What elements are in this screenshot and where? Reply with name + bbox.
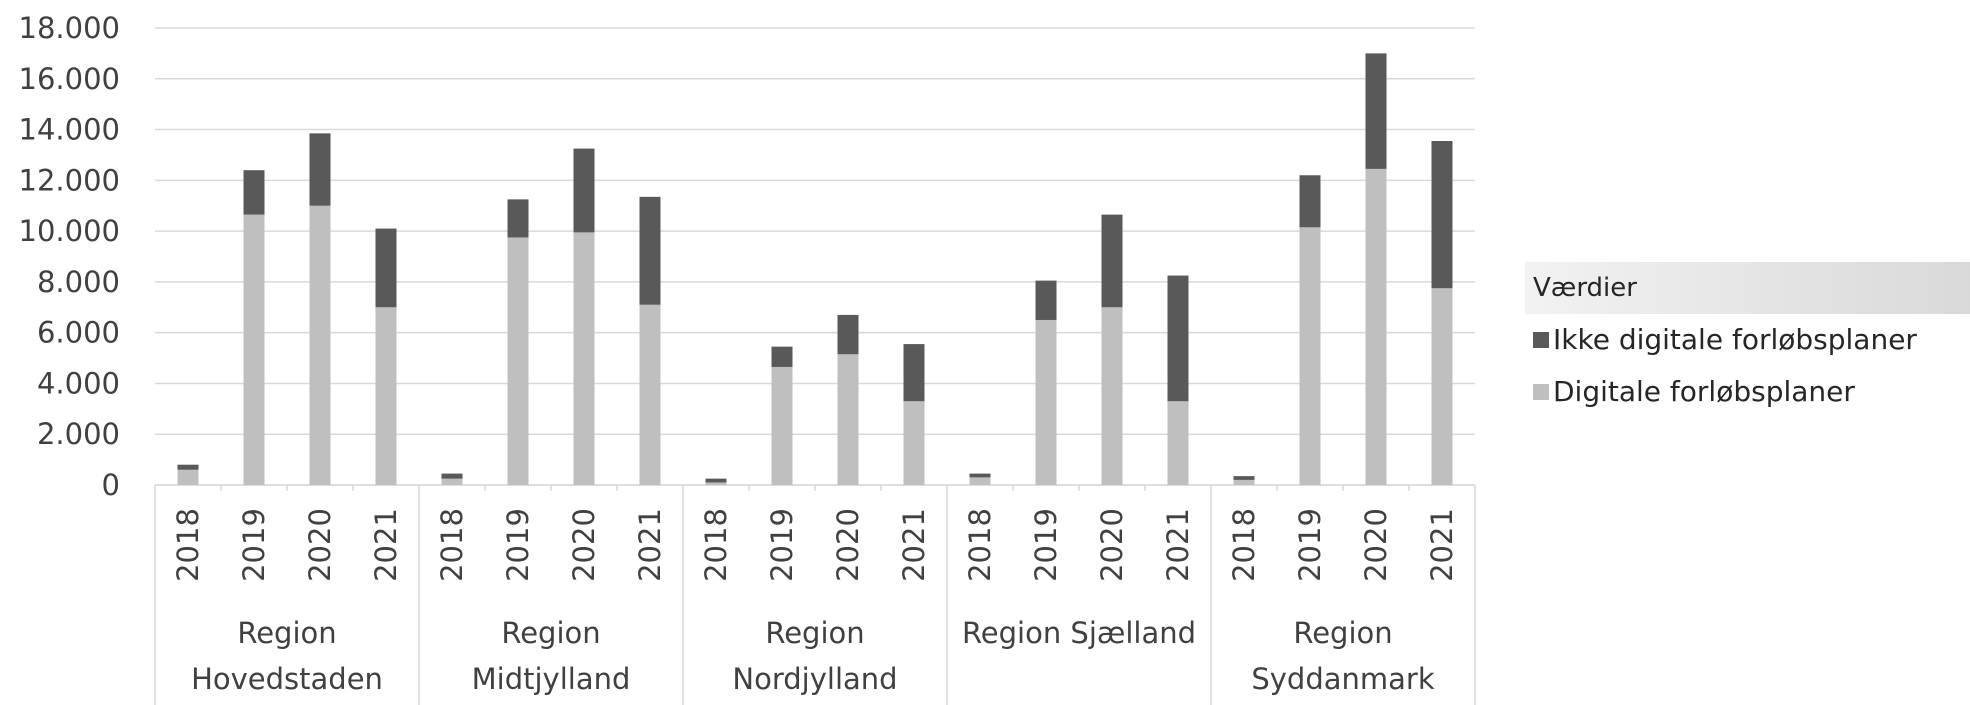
x-category-label: 2021: [897, 508, 931, 582]
legend-label-ikke-digitale: Ikke digitale forløbsplaner: [1553, 323, 1917, 356]
bar-digitale: [1167, 401, 1189, 485]
x-category-label: 2019: [501, 508, 535, 582]
x-category-label: 2020: [1095, 508, 1129, 582]
bar-ikke-digitale: [177, 464, 199, 470]
x-category-label: 2018: [699, 508, 733, 582]
x-group-label: Nordjylland: [732, 662, 897, 696]
bar-digitale: [573, 232, 595, 485]
bar-ikke-digitale: [1101, 214, 1123, 308]
bar-ikke-digitale: [1167, 275, 1189, 402]
bar-ikke-digitale: [1431, 140, 1453, 289]
legend: Værdier Ikke digitale forløbsplaner Digi…: [1525, 262, 1970, 418]
y-tick-label: 16.000: [19, 62, 120, 96]
y-tick-label: 2.000: [37, 417, 120, 451]
bar-digitale: [1365, 168, 1387, 486]
y-tick-label: 12.000: [19, 163, 120, 197]
legend-swatch-digitale: [1533, 384, 1549, 400]
x-category-label: 2021: [1161, 508, 1195, 582]
x-group-label: Region: [1293, 616, 1392, 650]
y-tick-label: 10.000: [19, 214, 120, 248]
x-category-label: 2020: [1359, 508, 1393, 582]
x-group-label: Region: [501, 616, 600, 650]
bar-digitale: [1101, 307, 1123, 485]
bar-digitale: [309, 205, 331, 485]
bar-ikke-digitale: [705, 478, 727, 483]
bar-digitale: [1431, 288, 1453, 485]
bar-ikke-digitale: [573, 148, 595, 233]
x-group-label: Region Sjælland: [962, 616, 1196, 650]
x-group-label: Syddanmark: [1251, 662, 1434, 696]
bar-digitale: [507, 237, 529, 485]
x-category-label: 2018: [1227, 508, 1261, 582]
bar-ikke-digitale: [639, 196, 661, 305]
x-category-label: 2019: [1293, 508, 1327, 582]
x-category-label: 2020: [303, 508, 337, 582]
y-tick-label: 8.000: [37, 265, 120, 299]
x-category-label: 2018: [435, 508, 469, 582]
x-category-label: 2020: [831, 508, 865, 582]
bar-ikke-digitale: [969, 473, 991, 478]
bar-digitale: [243, 214, 265, 485]
legend-item-ikke-digitale: Ikke digitale forløbsplaner: [1525, 314, 1970, 366]
bar-digitale: [837, 354, 859, 485]
x-category-label: 2019: [1029, 508, 1063, 582]
y-tick-label: 14.000: [19, 113, 120, 147]
bar-ikke-digitale: [375, 228, 397, 308]
y-tick-label: 0: [102, 468, 120, 502]
bar-digitale: [177, 469, 199, 485]
legend-swatch-ikke-digitale: [1533, 332, 1549, 348]
bar-ikke-digitale: [1233, 476, 1255, 480]
bar-ikke-digitale: [1299, 175, 1321, 228]
x-category-label: 2020: [567, 508, 601, 582]
bar-digitale: [771, 366, 793, 485]
bar-digitale: [1299, 227, 1321, 485]
legend-label-digitale: Digitale forløbsplaner: [1553, 375, 1855, 408]
x-group-label: Midtjylland: [472, 662, 631, 696]
bar-ikke-digitale: [771, 346, 793, 367]
bar-digitale: [375, 307, 397, 485]
bar-digitale: [1233, 479, 1255, 485]
bar-digitale: [903, 401, 925, 485]
x-category-label: 2019: [237, 508, 271, 582]
legend-item-digitale: Digitale forløbsplaner: [1525, 366, 1970, 418]
x-group-label: Hovedstaden: [191, 662, 383, 696]
bar-ikke-digitale: [243, 170, 265, 215]
bar-ikke-digitale: [1035, 280, 1057, 320]
bar-ikke-digitale: [837, 314, 859, 355]
y-tick-label: 4.000: [37, 366, 120, 400]
x-category-label: 2021: [1425, 508, 1459, 582]
bar-digitale: [639, 304, 661, 485]
y-tick-label: 18.000: [19, 11, 120, 45]
x-category-label: 2021: [369, 508, 403, 582]
legend-title: Værdier: [1525, 262, 1970, 314]
bar-digitale: [969, 477, 991, 485]
x-category-label: 2019: [765, 508, 799, 582]
x-category-label: 2018: [171, 508, 205, 582]
x-group-label: Region: [237, 616, 336, 650]
bar-ikke-digitale: [903, 344, 925, 402]
bar-ikke-digitale: [1365, 53, 1387, 169]
bar-digitale: [441, 478, 463, 485]
bar-ikke-digitale: [309, 133, 331, 206]
x-category-label: 2018: [963, 508, 997, 582]
bar-digitale: [705, 482, 727, 485]
x-category-label: 2021: [633, 508, 667, 582]
bar-ikke-digitale: [441, 473, 463, 479]
y-tick-label: 6.000: [37, 316, 120, 350]
bar-digitale: [1035, 319, 1057, 485]
bar-ikke-digitale: [507, 199, 529, 238]
x-group-label: Region: [765, 616, 864, 650]
